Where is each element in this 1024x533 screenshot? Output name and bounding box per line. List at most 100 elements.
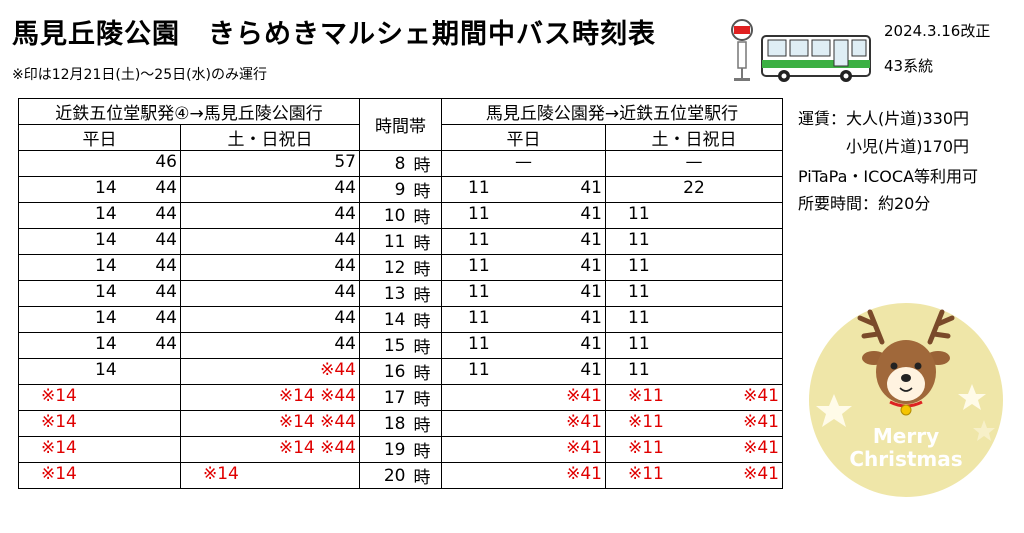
- ic-card-note: PiTaPa・ICOCA等利用可: [798, 167, 979, 186]
- departure-time: 11: [628, 204, 650, 224]
- departure-time: 44: [155, 230, 177, 250]
- dir2-holiday-cell: ※11 ※41: [605, 462, 783, 489]
- dir1-weekday-cell: 14 44: [18, 202, 181, 229]
- departure-time: 11: [628, 256, 650, 276]
- departure-time: 14: [95, 230, 117, 250]
- travel-time: 所要時間：約20分: [798, 194, 931, 213]
- departure-time: 44: [155, 334, 177, 354]
- dir2-holiday-cell: ※11 ※41: [605, 436, 783, 463]
- dir1-holiday-cell: 44: [180, 280, 360, 307]
- departure-time: ※41: [743, 464, 779, 484]
- fare-child: 小児(片道)170円: [846, 137, 970, 156]
- departure-time: 41: [580, 334, 602, 354]
- departure-time: 14: [95, 282, 117, 302]
- table-row: 14 44 44 10 時 11 41 11: [18, 202, 783, 229]
- departure-time: 44: [334, 230, 356, 250]
- departure-time: —: [685, 152, 703, 172]
- dir1-weekday-cell: ※14: [18, 436, 181, 463]
- departure-time: ※14: [41, 412, 77, 432]
- departure-time: ※41: [566, 464, 602, 484]
- xmas-text-merry: Merry: [873, 424, 939, 448]
- hour-unit: 時: [411, 358, 442, 385]
- dir1-weekday-cell: 14 44: [18, 228, 181, 255]
- dir1-holiday-cell: ※14 ※44: [180, 384, 360, 411]
- dir1-weekday-cell: 14: [18, 358, 181, 385]
- hour-unit: 時: [411, 254, 442, 281]
- operation-note: ※印は12月21日(土)〜25日(水)のみ運行: [12, 67, 268, 83]
- departure-time: ※14 ※44: [278, 412, 356, 432]
- hour-cell: 19: [359, 436, 412, 463]
- table-row: 14 44 44 9 時 11 41 22: [18, 176, 783, 203]
- departure-time: 41: [580, 256, 602, 276]
- dir1-weekday-cell: 14 44: [18, 306, 181, 333]
- hour-unit: 時: [411, 332, 442, 359]
- hour-unit: 時: [411, 228, 442, 255]
- departure-time: —: [515, 152, 532, 172]
- hour-cell: 8: [359, 150, 412, 177]
- departure-time: 11: [468, 282, 490, 302]
- dir2-weekday-header: 平日: [441, 124, 606, 151]
- table-row: ※14 ※14 20 時 ※41 ※11 ※41: [18, 462, 783, 489]
- departure-time: 41: [580, 178, 602, 198]
- departure-time: 41: [580, 282, 602, 302]
- departure-time: 14: [95, 178, 117, 198]
- star-icon: [816, 394, 852, 427]
- hour-unit: 時: [411, 202, 442, 229]
- dir1-holiday-cell: 44: [180, 306, 360, 333]
- table-row: 14 44 44 15 時 11 41 11: [18, 332, 783, 359]
- dir1-holiday-cell: ※14 ※44: [180, 436, 360, 463]
- xmas-text-christmas: Christmas: [849, 447, 962, 471]
- departure-time: 11: [628, 282, 650, 302]
- hour-cell: 15: [359, 332, 412, 359]
- departure-time: 44: [334, 178, 356, 198]
- departure-time: 11: [628, 334, 650, 354]
- dir2-holiday-cell: 11: [605, 358, 783, 385]
- dir2-holiday-cell: 11: [605, 280, 783, 307]
- departure-time: 11: [468, 204, 490, 224]
- dir2-weekday-cell: ※41: [441, 462, 606, 489]
- departure-time: 11: [628, 308, 650, 328]
- dir2-header: 馬見丘陵公園発→近鉄五位堂駅行: [441, 98, 783, 125]
- hour-unit: 時: [411, 150, 442, 177]
- departure-time: 46: [155, 152, 177, 172]
- dir1-holiday-header: 土・日祝日: [180, 124, 360, 151]
- table-row: ※14 ※14 ※44 17 時 ※41 ※11 ※41: [18, 384, 783, 411]
- departure-time: ※41: [566, 412, 602, 432]
- departure-time: 11: [628, 360, 650, 380]
- departure-time: 41: [580, 204, 602, 224]
- departure-time: 14: [95, 360, 117, 380]
- table-row: ※14 ※14 ※44 19 時 ※41 ※11 ※41: [18, 436, 783, 463]
- departure-time: ※11: [628, 464, 664, 484]
- departure-time: ※41: [566, 438, 602, 458]
- table-row: 46 57 8 時 — —: [18, 150, 783, 177]
- hour-cell: 12: [359, 254, 412, 281]
- dir1-holiday-cell: 44: [180, 228, 360, 255]
- dir2-weekday-cell: ※41: [441, 384, 606, 411]
- hour-cell: 17: [359, 384, 412, 411]
- departure-time: 44: [155, 178, 177, 198]
- departure-time: 11: [628, 230, 650, 250]
- departure-time: 14: [95, 256, 117, 276]
- dir1-weekday-cell: 46: [18, 150, 181, 177]
- departure-time: 11: [468, 308, 490, 328]
- dir2-holiday-cell: 11: [605, 228, 783, 255]
- hour-cell: 11: [359, 228, 412, 255]
- departure-time: 41: [580, 360, 602, 380]
- departure-time: 11: [468, 230, 490, 250]
- departure-time: 41: [580, 308, 602, 328]
- departure-time: ※11: [628, 438, 664, 458]
- departure-time: 44: [155, 204, 177, 224]
- departure-time: 44: [334, 308, 356, 328]
- hour-unit: 時: [411, 280, 442, 307]
- timetable: 近鉄五位堂駅発④→馬見丘陵公園行 時間帯 馬見丘陵公園発→近鉄五位堂駅行 平日 …: [18, 98, 783, 489]
- dir2-holiday-cell: ※11 ※41: [605, 384, 783, 411]
- table-row: 14 ※44 16 時 11 41 11: [18, 358, 783, 385]
- dir1-holiday-cell: 44: [180, 176, 360, 203]
- dir2-weekday-cell: 11 41: [441, 332, 606, 359]
- departure-time: 44: [155, 282, 177, 302]
- hour-cell: 14: [359, 306, 412, 333]
- departure-time: 14: [95, 308, 117, 328]
- christmas-reindeer-badge: Merry Christmas: [809, 303, 1003, 497]
- departure-time: ※14: [203, 464, 239, 484]
- dir2-weekday-cell: ※41: [441, 410, 606, 437]
